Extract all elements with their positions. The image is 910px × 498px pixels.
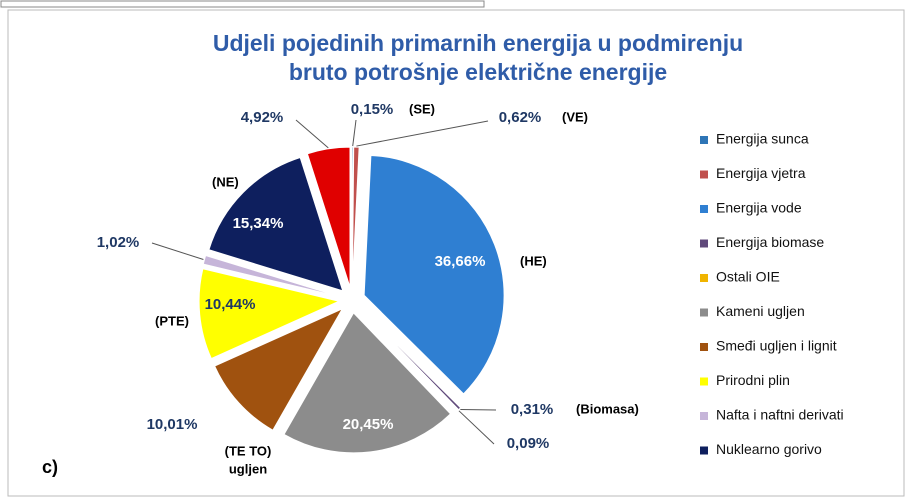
value-label: 10,01% [147,416,198,433]
legend-label: Prirodni plin [716,372,790,388]
value-label: 15,34% [233,215,284,232]
leader-line [458,410,495,445]
pie-slice [213,307,344,431]
panel-label: c) [42,457,58,477]
pie-slice [363,154,505,395]
value-label: 0,09% [507,435,550,452]
pie-slice [360,309,460,412]
pie-slice [351,146,360,288]
value-label: 36,66% [435,253,486,270]
leader-line [151,242,204,261]
legend-label: Energija sunca [716,131,809,147]
value-label: 0,62% [499,109,542,126]
slice-tag: (Biomasa) [576,401,639,416]
legend-swatch [700,377,708,386]
slice-tag: (HE) [520,253,547,268]
legend-swatch [700,446,708,455]
legend-label: Nafta i naftni derivati [716,407,844,423]
legend-label: Ostali OIE [716,269,780,285]
legend-swatch [700,205,708,213]
leader-line [352,119,357,147]
legend-label: Energija biomase [716,234,824,250]
chart-title: bruto potrošnje električne energije [289,59,667,85]
value-label: 1,02% [97,234,140,251]
slice-tag: (VE) [562,109,588,124]
value-label: 0,15% [351,101,394,118]
pie-slice [202,254,340,298]
leader-line [295,119,329,149]
legend-label: Energija vode [716,200,802,216]
slice-tag: (TE TO) [225,443,272,458]
legend-swatch [700,308,708,317]
leader-line [460,408,497,411]
pie-slice [198,268,341,360]
legend-swatch [700,274,708,282]
legend-swatch [700,343,708,351]
value-label: 10,44% [205,296,256,313]
legend-label: Kameni ugljen [716,303,805,319]
top-frame [0,0,485,8]
pie-slice [208,156,344,292]
slice-tag: (PTE) [155,313,189,328]
pie-slice [283,312,452,454]
legend-swatch [700,170,708,179]
leader-line [356,120,489,147]
slice-tag: (SE) [409,101,435,116]
slice-tag: ugljen [229,461,267,476]
chart-title: Udjeli pojedinih primarnih energija u po… [213,30,743,56]
value-label: 4,92% [241,109,284,126]
legend-label: Nuklearno gorivo [716,441,822,457]
value-label: 20,45% [343,416,394,433]
legend-label: Smeđi ugljen i lignit [716,338,837,354]
legend-label: Energija vjetra [716,165,806,181]
pie-slice [306,146,351,288]
legend-swatch [700,412,708,420]
slice-tag: (NE) [212,174,239,189]
legend-swatch [700,136,708,144]
legend-swatch [700,239,708,248]
value-label: 0,31% [511,401,554,418]
